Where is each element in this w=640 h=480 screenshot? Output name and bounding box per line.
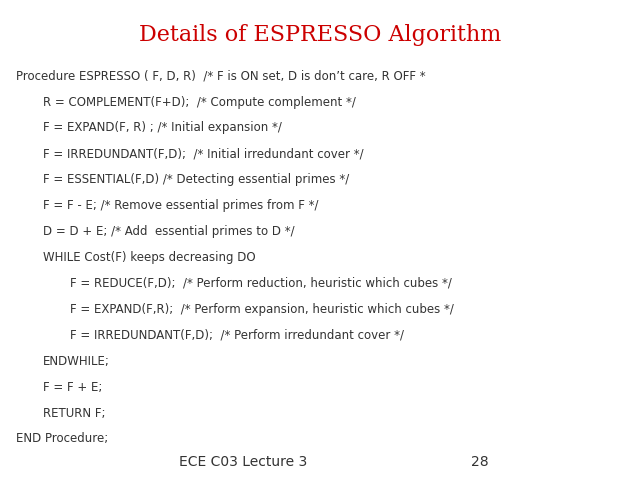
Text: F = EXPAND(F,R);  /* Perform expansion, heuristic which cubes */: F = EXPAND(F,R); /* Perform expansion, h… (70, 303, 454, 316)
Text: R = COMPLEMENT(F+D);  /* Compute complement */: R = COMPLEMENT(F+D); /* Compute compleme… (43, 96, 356, 108)
Text: F = ESSENTIAL(F,D) /* Detecting essential primes */: F = ESSENTIAL(F,D) /* Detecting essentia… (43, 173, 349, 186)
Text: 28: 28 (471, 456, 489, 469)
Text: F = F + E;: F = F + E; (43, 381, 102, 394)
Text: Details of ESPRESSO Algorithm: Details of ESPRESSO Algorithm (139, 24, 501, 46)
Text: ECE C03 Lecture 3: ECE C03 Lecture 3 (179, 456, 307, 469)
Text: Procedure ESPRESSO ( F, D, R)  /* F is ON set, D is don’t care, R OFF *: Procedure ESPRESSO ( F, D, R) /* F is ON… (16, 70, 426, 83)
Text: RETURN F;: RETURN F; (43, 407, 106, 420)
Text: F = F - E; /* Remove essential primes from F */: F = F - E; /* Remove essential primes fr… (43, 199, 318, 212)
Text: F = REDUCE(F,D);  /* Perform reduction, heuristic which cubes */: F = REDUCE(F,D); /* Perform reduction, h… (70, 277, 452, 290)
Text: WHILE Cost(F) keeps decreasing DO: WHILE Cost(F) keeps decreasing DO (43, 251, 255, 264)
Text: END Procedure;: END Procedure; (16, 432, 108, 445)
Text: F = EXPAND(F, R) ; /* Initial expansion */: F = EXPAND(F, R) ; /* Initial expansion … (43, 121, 282, 134)
Text: F = IRREDUNDANT(F,D);  /* Initial irredundant cover */: F = IRREDUNDANT(F,D); /* Initial irredun… (43, 147, 364, 160)
Text: F = IRREDUNDANT(F,D);  /* Perform irredundant cover */: F = IRREDUNDANT(F,D); /* Perform irredun… (70, 329, 404, 342)
Text: ENDWHILE;: ENDWHILE; (43, 355, 109, 368)
Text: D = D + E; /* Add  essential primes to D */: D = D + E; /* Add essential primes to D … (43, 225, 294, 238)
